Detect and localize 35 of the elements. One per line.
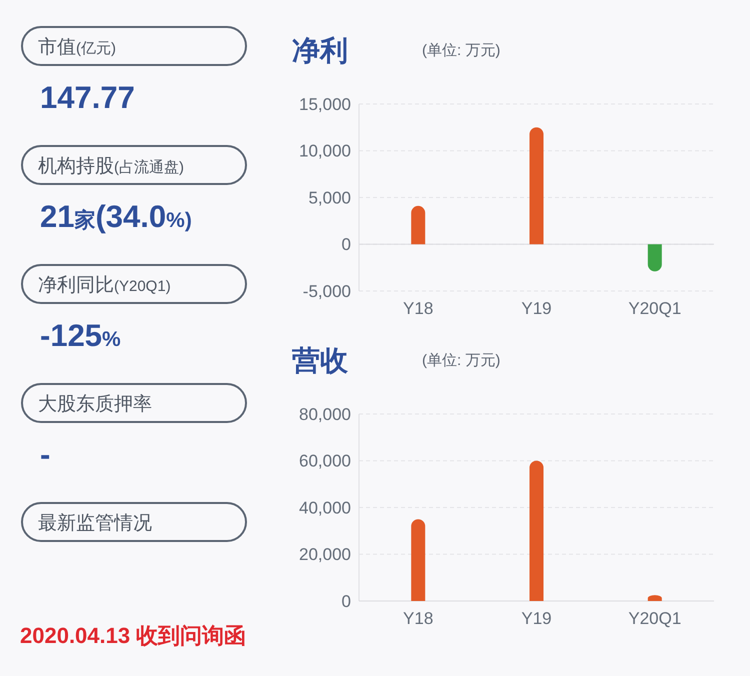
text: 净利同比(Y20Q1)	[38, 275, 171, 296]
chart-title: 净利	[292, 35, 348, 66]
text: 大股东质押率	[38, 393, 152, 415]
x-tick-label: Y20Q1	[628, 299, 682, 318]
text: 最新监管情况	[38, 512, 152, 534]
bar	[648, 244, 662, 272]
text: 市值(亿元)	[38, 36, 116, 58]
chart-title: 营收	[291, 345, 349, 376]
y-tick-label: 80,000	[299, 404, 351, 424]
chart-subtitle: (单位: 万元)	[422, 352, 500, 369]
x-tick-label: Y19	[521, 609, 552, 628]
y-tick-label: 0	[342, 592, 351, 611]
text: 机构持股(占流通盘)	[38, 156, 184, 177]
bar	[411, 206, 426, 244]
y-tick-label: 0	[342, 235, 351, 254]
text: -125%	[40, 318, 122, 353]
y-tick-label: 20,000	[299, 545, 351, 564]
text: 21家(34.0%)	[40, 199, 192, 234]
y-tick-label: 10,000	[299, 142, 351, 161]
x-tick-label: Y19	[521, 299, 552, 318]
bar	[411, 519, 426, 601]
x-tick-label: Y18	[403, 299, 434, 318]
text: 147.77	[40, 80, 135, 115]
bar	[530, 460, 544, 601]
chart-subtitle: (单位: 万元)	[422, 42, 500, 59]
text: 2020.04.13 收到问询函	[20, 623, 246, 648]
y-tick-label: 15,000	[299, 94, 351, 114]
y-tick-label: 40,000	[299, 498, 351, 518]
x-tick-label: Y20Q1	[628, 609, 682, 628]
y-tick-label: 5,000	[308, 188, 351, 208]
text: -	[40, 437, 50, 472]
y-tick-label: -5,000	[302, 282, 351, 301]
bar	[530, 127, 544, 244]
x-tick-label: Y18	[403, 609, 434, 628]
y-tick-label: 60,000	[299, 452, 351, 471]
